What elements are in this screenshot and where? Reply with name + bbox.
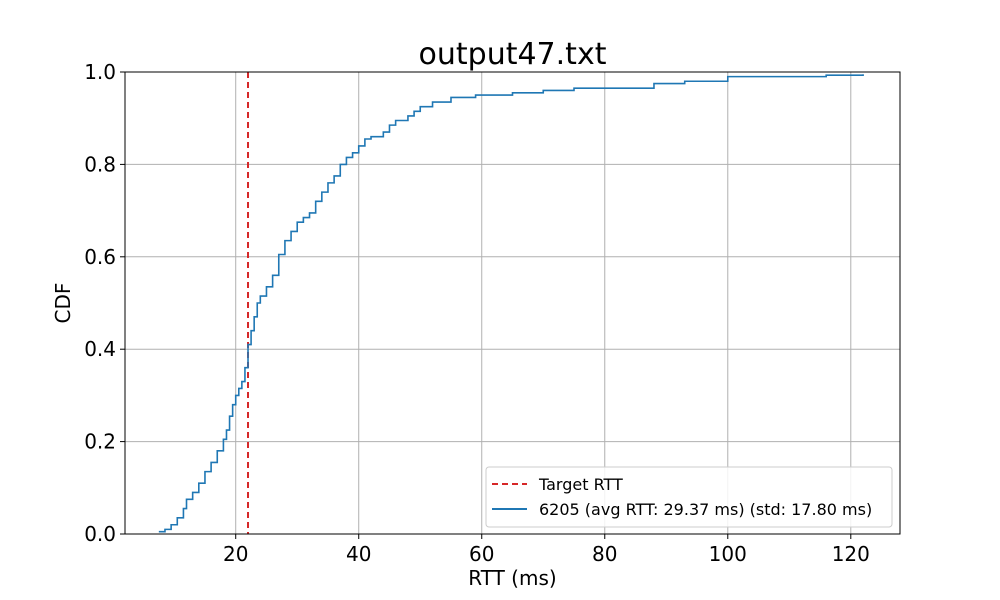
legend-box <box>485 466 893 528</box>
x-tick-label: 80 <box>592 542 617 566</box>
y-tick-label: 0.8 <box>84 152 116 176</box>
x-axis-label: RTT (ms) <box>468 566 556 590</box>
plot-series <box>158 72 864 534</box>
chart-title: output47.txt <box>419 37 607 72</box>
y-axis-label: CDF <box>51 283 75 324</box>
x-tick-label: 20 <box>223 542 248 566</box>
x-tick-label: 40 <box>346 542 371 566</box>
x-tick-label: 120 <box>832 542 870 566</box>
y-tick-label: 0.6 <box>84 245 116 269</box>
cdf-step-line <box>158 74 864 533</box>
y-tick-label: 0.2 <box>84 430 116 454</box>
legend: Target RTT 6205 (avg RTT: 29.37 ms) (std… <box>485 466 893 528</box>
y-tick-label: 0.0 <box>84 522 116 546</box>
legend-label-target-rtt: Target RTT <box>538 475 623 494</box>
axis-ticks: 20 40 60 80 100 120 0.0 0.2 0.4 0.6 0.8 1.0 <box>84 60 870 566</box>
y-tick-label: 1.0 <box>84 60 116 84</box>
plot-frame <box>124 71 901 535</box>
x-tick-label: 60 <box>469 542 494 566</box>
legend-label-rtt-series: 6205 (avg RTT: 29.37 ms) (std: 17.80 ms) <box>539 500 872 519</box>
x-tick-label: 100 <box>709 542 747 566</box>
y-tick-label: 0.4 <box>84 337 116 361</box>
grid <box>125 71 900 535</box>
